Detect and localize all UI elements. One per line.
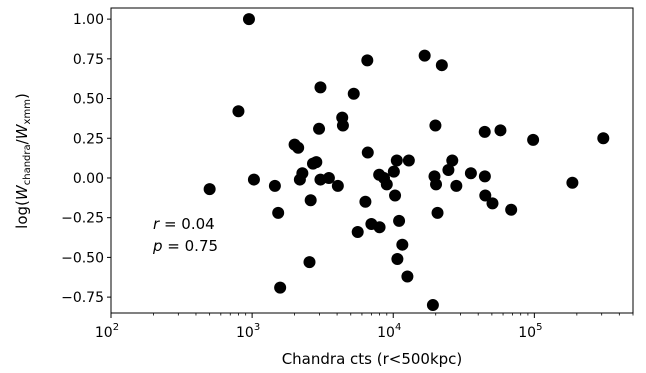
data-point xyxy=(418,49,431,62)
x-axis-label: Chandra cts (r<500kpc) xyxy=(282,350,463,368)
data-point xyxy=(303,256,316,269)
data-point xyxy=(274,281,287,294)
data-point xyxy=(232,105,245,118)
data-point xyxy=(347,87,360,100)
x-tick-label: 105 xyxy=(518,322,542,341)
data-point xyxy=(304,194,317,207)
y-tick-label: −0.75 xyxy=(61,290,104,306)
y-tick-label: 0.00 xyxy=(73,171,104,187)
data-point xyxy=(505,203,518,216)
data-point xyxy=(494,124,507,137)
data-point xyxy=(390,154,403,167)
y-axis-ticks: 1.00 0.75 0.50 0.25 0.00 −0.25 −0.50 −0.75 xyxy=(61,12,111,306)
plot-frame xyxy=(110,7,634,314)
scatter-points xyxy=(203,13,610,312)
data-point xyxy=(478,170,491,183)
data-point xyxy=(479,189,492,202)
data-point xyxy=(446,154,459,167)
data-point xyxy=(247,173,260,186)
data-point xyxy=(292,141,305,154)
data-point xyxy=(296,167,309,180)
data-point xyxy=(359,195,372,208)
data-point xyxy=(431,206,444,219)
y-tick-label: −0.25 xyxy=(61,211,104,227)
data-point xyxy=(387,165,400,178)
data-point xyxy=(402,154,415,167)
data-point xyxy=(478,125,491,138)
data-point xyxy=(361,54,374,67)
data-point xyxy=(203,183,216,196)
data-point xyxy=(486,197,499,210)
data-point xyxy=(527,133,540,146)
y-tick-label: 0.75 xyxy=(73,52,104,68)
data-point xyxy=(566,176,579,189)
data-point xyxy=(442,164,455,177)
data-point xyxy=(322,171,335,184)
y-tick-label: 1.00 xyxy=(73,12,104,28)
data-point xyxy=(380,178,393,191)
annotation-r: r = 0.04 xyxy=(153,215,215,233)
data-point xyxy=(435,59,448,72)
data-point xyxy=(313,122,326,135)
data-point xyxy=(464,167,477,180)
data-point xyxy=(336,119,349,132)
data-point xyxy=(393,214,406,227)
y-tick-label: 0.25 xyxy=(73,131,104,147)
data-point xyxy=(272,206,285,219)
y-axis-label: log(Wchandra/Wxmm) xyxy=(13,93,33,229)
data-point xyxy=(351,225,364,238)
x-tick-label: 102 xyxy=(95,322,119,341)
data-point xyxy=(597,132,610,145)
annotation-p: p = 0.75 xyxy=(152,237,218,255)
data-point xyxy=(242,13,255,26)
data-point xyxy=(331,179,344,192)
x-axis-ticks: 102 103 104 105 xyxy=(95,313,634,341)
data-point xyxy=(389,189,402,202)
x-tick-label: 104 xyxy=(377,322,401,341)
data-point xyxy=(426,299,439,312)
data-point xyxy=(391,252,404,265)
data-point xyxy=(396,238,409,251)
data-point xyxy=(430,178,443,191)
data-point xyxy=(429,119,442,132)
data-point xyxy=(361,146,374,159)
x-tick-label: 103 xyxy=(236,322,260,341)
y-tick-label: 0.50 xyxy=(73,92,104,108)
data-point xyxy=(310,156,323,169)
data-point xyxy=(268,179,281,192)
data-point xyxy=(450,179,463,192)
data-point xyxy=(401,270,414,283)
y-tick-label: −0.50 xyxy=(61,250,104,266)
data-point xyxy=(373,221,386,234)
data-point xyxy=(314,81,327,94)
